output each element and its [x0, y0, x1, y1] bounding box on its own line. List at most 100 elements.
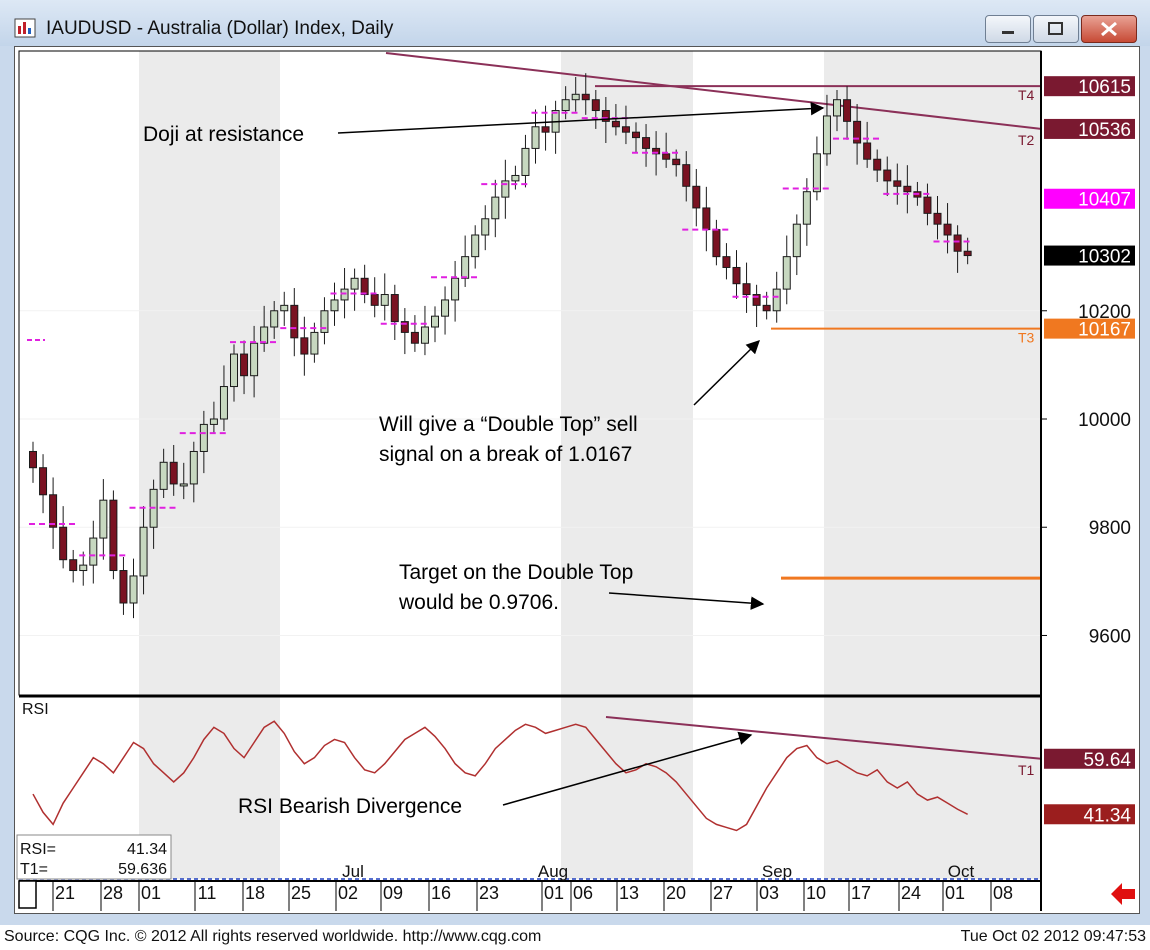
bear-candle: [49, 494, 58, 528]
bear-candle: [873, 158, 882, 171]
bull-candle: [481, 218, 490, 236]
x-tick-label: 23: [479, 883, 499, 903]
minimize-button[interactable]: [985, 15, 1031, 43]
bear-candle: [360, 277, 369, 296]
double-top-arrow: [693, 340, 760, 406]
bull-candle: [320, 310, 329, 333]
bull-candle: [310, 331, 319, 355]
price-tag: [1044, 188, 1135, 209]
chart-canvas: T4 T2 T3 RSI T1 RSI Bearish Divergence 9600 9…: [16, 50, 1135, 911]
x-tick-label: 06: [573, 883, 593, 903]
bear-candle: [59, 526, 68, 561]
bear-candle: [762, 304, 771, 312]
bull-candle: [833, 99, 841, 117]
rsi-panel-title: RSI: [22, 701, 49, 718]
maximize-button[interactable]: [1033, 15, 1079, 43]
x-tick-label: 18: [245, 883, 265, 903]
bull-candle: [159, 461, 168, 490]
timestamp: Tue Oct 02 2012 09:47:53: [960, 928, 1146, 945]
t2-label: T2: [1018, 132, 1035, 148]
bull-candle: [491, 196, 500, 220]
doji-arrow: [337, 101, 825, 134]
rsi-readout-value: 41.34: [127, 841, 167, 858]
scroll-left-arrow-icon[interactable]: [1111, 883, 1135, 905]
bear-candle: [621, 126, 630, 133]
bull-candle: [792, 223, 801, 258]
bull-candle: [79, 564, 88, 572]
price-tag-label: 10302: [1078, 247, 1131, 268]
bear-candle: [169, 461, 178, 485]
bull-candle: [451, 277, 460, 301]
rsi-tag-label: 41.34: [1083, 805, 1131, 826]
bull-candle: [561, 99, 570, 112]
bear-candle: [642, 137, 651, 149]
bear-candle: [370, 294, 379, 306]
month-label: Aug: [538, 862, 568, 881]
bear-candle: [410, 331, 419, 344]
bear-candle: [702, 207, 711, 231]
maximize-icon: [1048, 22, 1063, 35]
month-label: Jul: [342, 862, 364, 881]
bull-candle: [501, 180, 510, 198]
bull-candle: [250, 342, 259, 377]
x-tick-label: 08: [993, 883, 1013, 903]
bear-candle: [39, 467, 48, 496]
double-top-annotation-line2: signal on a break of 1.0167: [379, 443, 632, 466]
target-arrow: [608, 592, 765, 610]
chart-area[interactable]: T4 T2 T3 RSI T1 RSI Bearish Divergence 9600 9…: [14, 46, 1140, 914]
bear-candle: [722, 256, 731, 268]
bull-candle: [461, 256, 470, 279]
rsi-divergence-arrow: [502, 731, 753, 806]
bear-candle: [863, 142, 872, 160]
bull-candle: [531, 126, 540, 149]
t1-readout-value: 59.636: [118, 861, 167, 878]
price-tag-label: 10167: [1078, 320, 1131, 341]
bull-candle: [571, 93, 580, 101]
bear-candle: [712, 229, 721, 258]
bull-candle: [812, 153, 821, 193]
bear-candle: [300, 337, 309, 355]
bear-candle: [692, 185, 701, 209]
bull-candle: [420, 326, 429, 344]
bear-candle: [400, 321, 409, 333]
y-tick-label: 10200: [1078, 302, 1131, 323]
app-window: IAUDUSD - Australia (Dollar) Index, Dail…: [0, 0, 1150, 925]
bear-candle: [591, 99, 600, 112]
bull-candle: [230, 353, 238, 388]
bull-candle: [441, 299, 450, 317]
x-tick-label: 13: [619, 883, 639, 903]
t2-trendline: [385, 52, 1042, 130]
month-shade-band: [561, 51, 693, 879]
bull-candle: [189, 450, 198, 485]
bear-candle: [290, 304, 299, 339]
rsi-line: [32, 720, 968, 832]
bear-candle: [933, 212, 942, 225]
minimize-icon: [1002, 31, 1014, 34]
bull-candle: [129, 575, 138, 604]
y-tick-label: 10000: [1078, 410, 1131, 431]
bull-candle: [330, 299, 339, 312]
bear-candle: [632, 131, 640, 139]
bull-candle: [139, 526, 148, 577]
x-tick-label: 24: [901, 883, 921, 903]
bear-candle: [611, 120, 620, 128]
bear-candle: [652, 147, 661, 155]
y-tick-label: 9600: [1089, 626, 1131, 647]
bull-candle: [431, 315, 439, 328]
window-title: IAUDUSD - Australia (Dollar) Index, Dail…: [46, 18, 394, 39]
double-top-annotation-line1: Will give a “Double Top” sell: [379, 413, 638, 436]
bull-candle: [260, 326, 269, 344]
bear-candle: [541, 126, 550, 133]
bull-candle: [380, 294, 389, 306]
t1-readout-label: T1=: [20, 861, 48, 878]
rsi-tag-label: 59.64: [1083, 750, 1131, 771]
close-button[interactable]: [1081, 15, 1137, 43]
bear-candle: [752, 294, 761, 306]
chart-app-icon: [14, 18, 36, 38]
scroll-thumb: [18, 880, 37, 909]
bear-candle: [893, 180, 902, 187]
rsi-readout-label: RSI=: [20, 841, 56, 858]
rsi-readout-box: [16, 834, 172, 880]
x-tick-label: 16: [431, 883, 451, 903]
x-tick-label: 20: [666, 883, 686, 903]
